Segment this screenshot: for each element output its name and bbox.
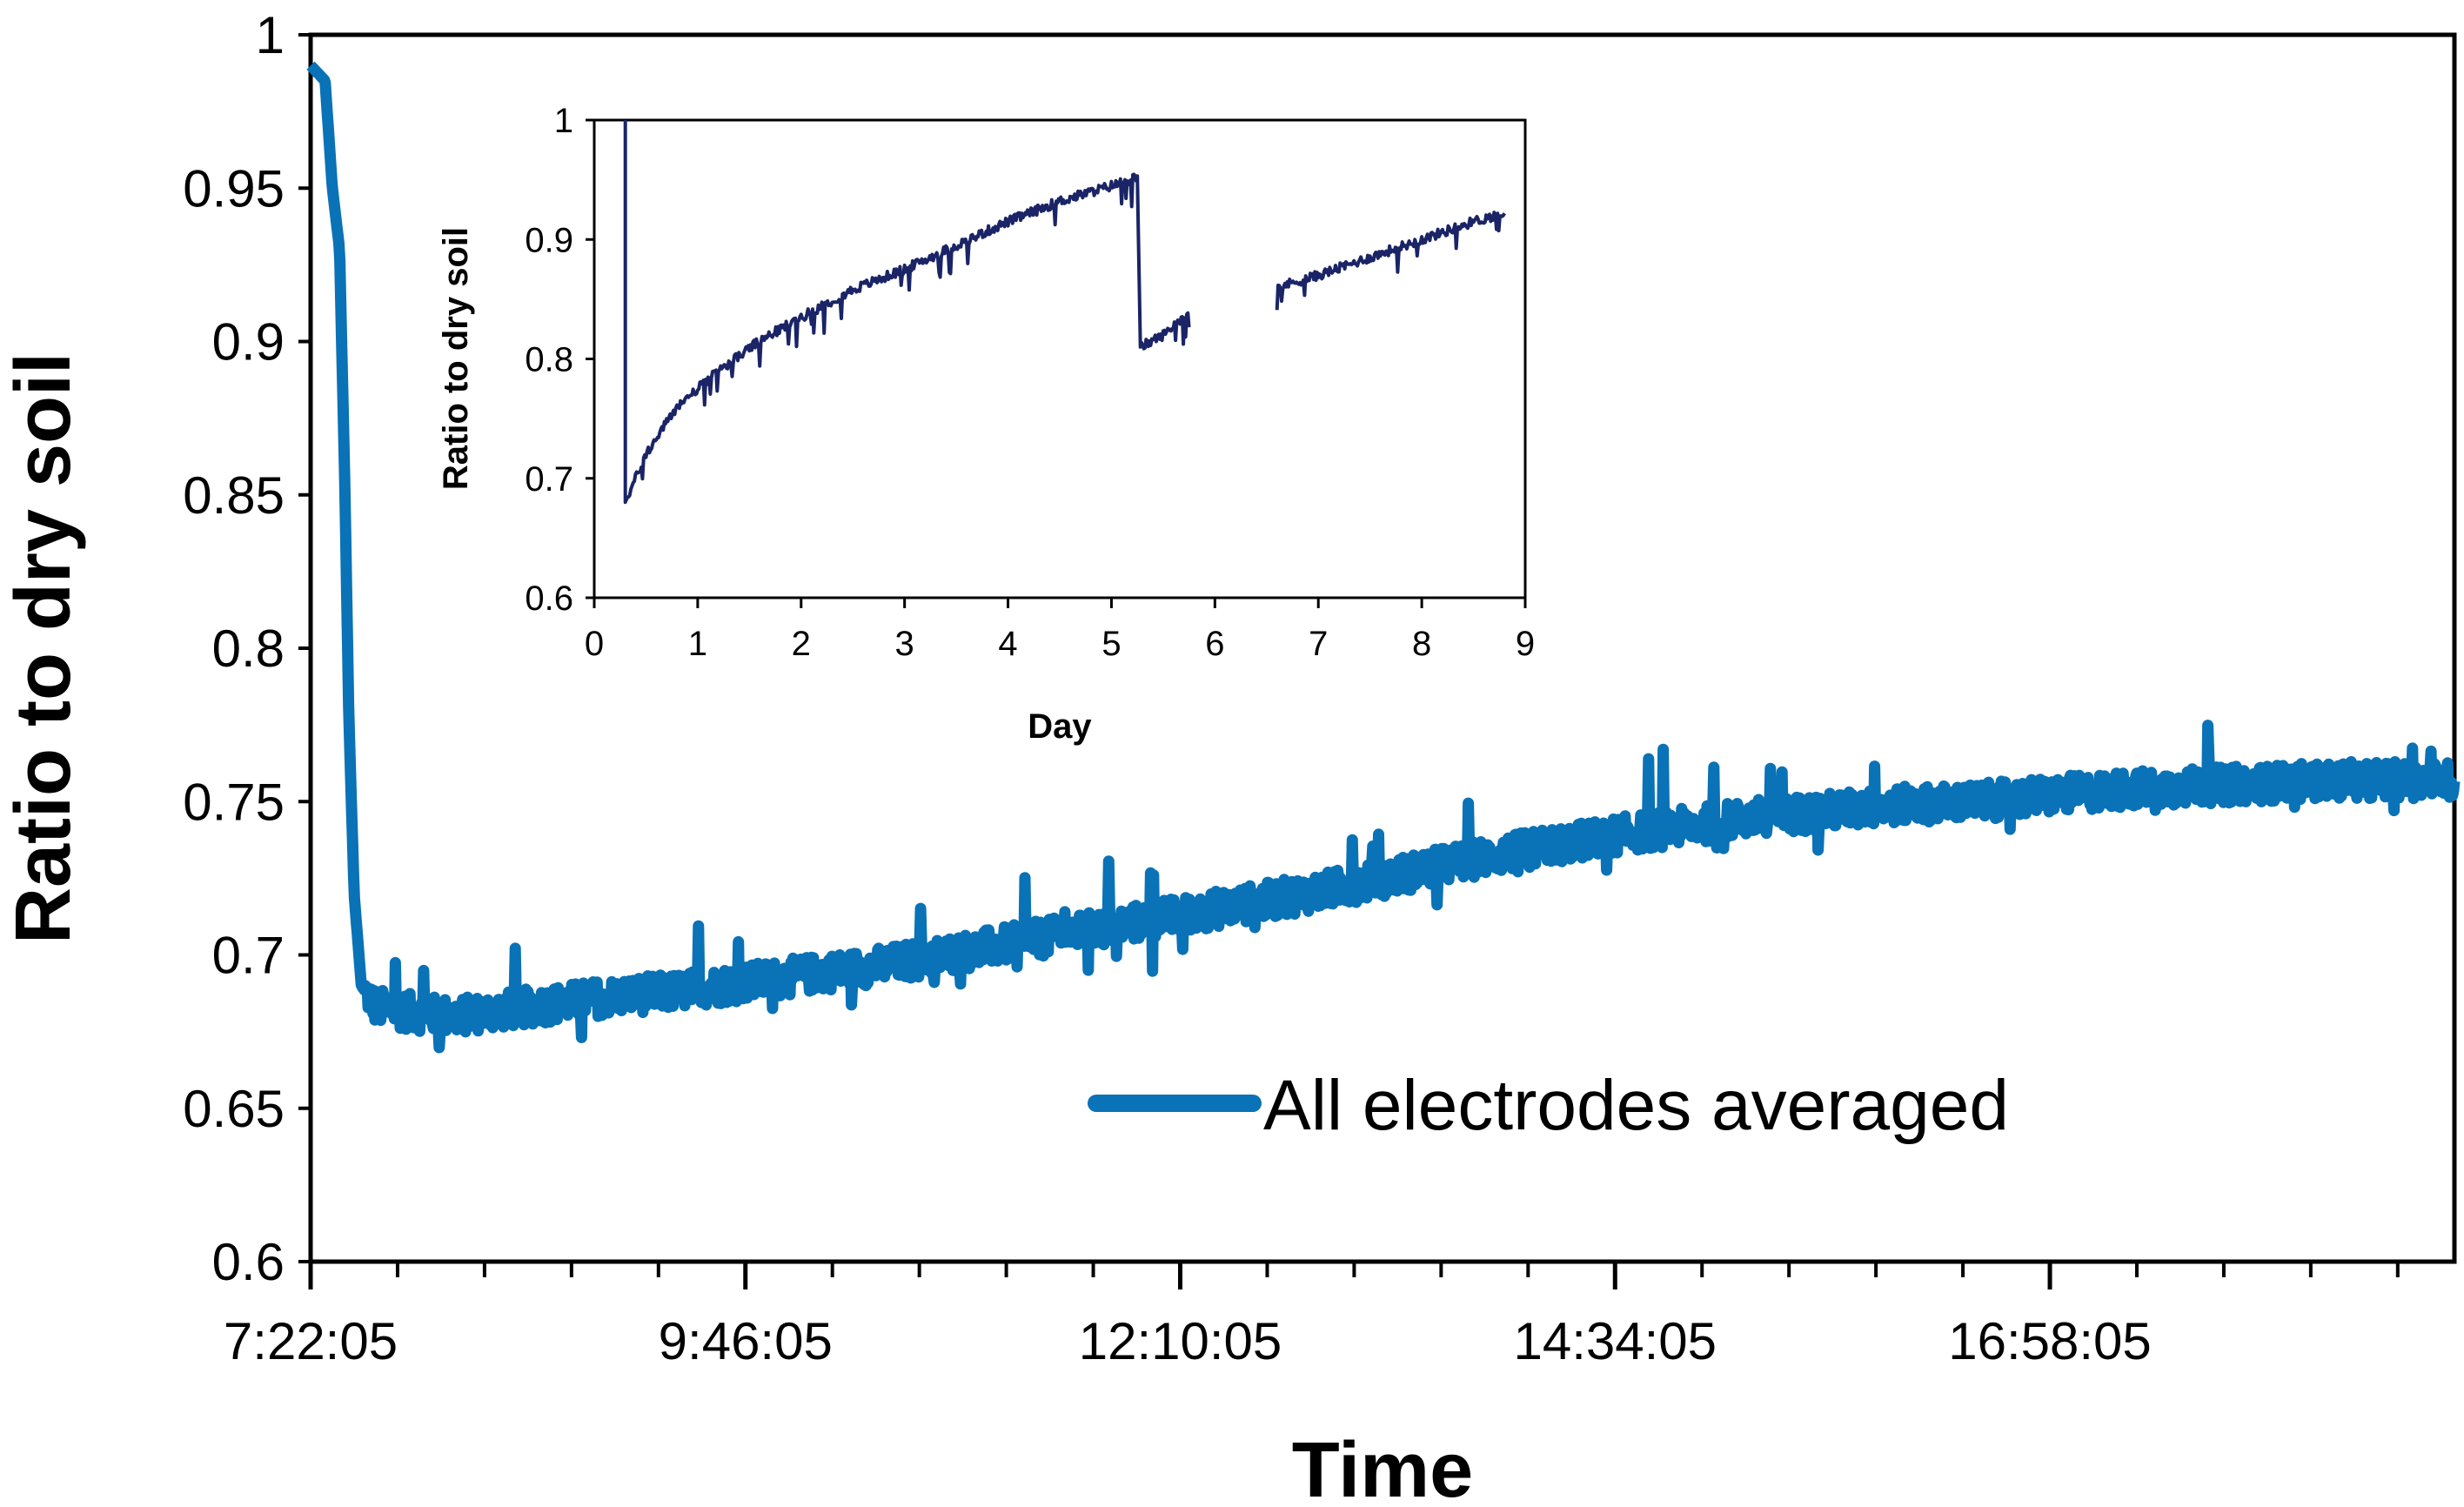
main-x-tick-label: 9:46:05	[659, 1312, 833, 1370]
legend-label: All electrodes averaged	[1263, 1066, 2009, 1145]
inset-x-tick-label: 7	[1309, 625, 1328, 663]
main-y-tick-label: 0.85	[183, 466, 285, 525]
inset-plot: 0.6 0.7 0.8 0.9 1 0 1 2 3 4 5 6 7 8 9 Day Ratio to dr…	[437, 102, 1535, 746]
inset-x-tick-label: 3	[895, 625, 914, 663]
main-x-tick-label: 12:10:05	[1079, 1312, 1282, 1370]
inset-x-tick-label: 8	[1412, 625, 1431, 663]
main-y-tick-label: 0.95	[183, 159, 285, 218]
main-x-tick-label: 16:58:05	[1948, 1312, 2152, 1370]
main-y-tick-label: 0.7	[212, 927, 285, 985]
main-y-tick-label: 0.9	[212, 313, 285, 372]
main-series-line	[305, 60, 2461, 1054]
inset-y-tick-label: 0.9	[525, 221, 573, 259]
main-x-tick-label: 14:34:05	[1513, 1312, 1717, 1370]
main-y-tick-label: 0.8	[212, 620, 285, 678]
main-x-tick-label: 7:22:05	[224, 1312, 398, 1370]
inset-y-tick-label: 0.8	[525, 341, 573, 379]
inset-x-tick-label: 1	[688, 625, 707, 663]
main-y-tick-label: 0.6	[212, 1233, 285, 1291]
inset-series-segment-1	[1275, 211, 1506, 311]
inset-x-tick-label: 0	[585, 625, 604, 663]
main-plot: 0.60.650.70.750.80.850.90.951 7:22:05 9:4…	[0, 6, 2461, 1507]
inset-x-tick-label: 4	[998, 625, 1017, 663]
main-x-axis-title: Time	[1292, 1427, 1473, 1507]
inset-y-axis-title: Ratio to dry soil	[437, 227, 475, 490]
inset-x-tick-label: 5	[1101, 625, 1121, 663]
inset-y-tick-label: 0.7	[525, 460, 573, 499]
inset-x-axis-title: Day	[1028, 707, 1092, 746]
inset-x-tick-label: 2	[792, 625, 811, 663]
inset-x-tick-label: 6	[1205, 625, 1224, 663]
main-y-tick-label: 0.75	[183, 773, 285, 831]
main-y-axis-title: Ratio to dry soil	[0, 352, 87, 944]
main-y-tick-label: 0.65	[183, 1080, 285, 1138]
inset-x-tick-label: 9	[1516, 625, 1535, 663]
inset-y-tick-label: 0.6	[525, 579, 573, 618]
legend: All electrodes averaged	[1088, 1066, 2009, 1145]
main-y-tick-label: 1	[256, 6, 285, 64]
inset-y-tick-label: 1	[554, 102, 573, 140]
inset-series-segment-0	[623, 120, 1191, 505]
